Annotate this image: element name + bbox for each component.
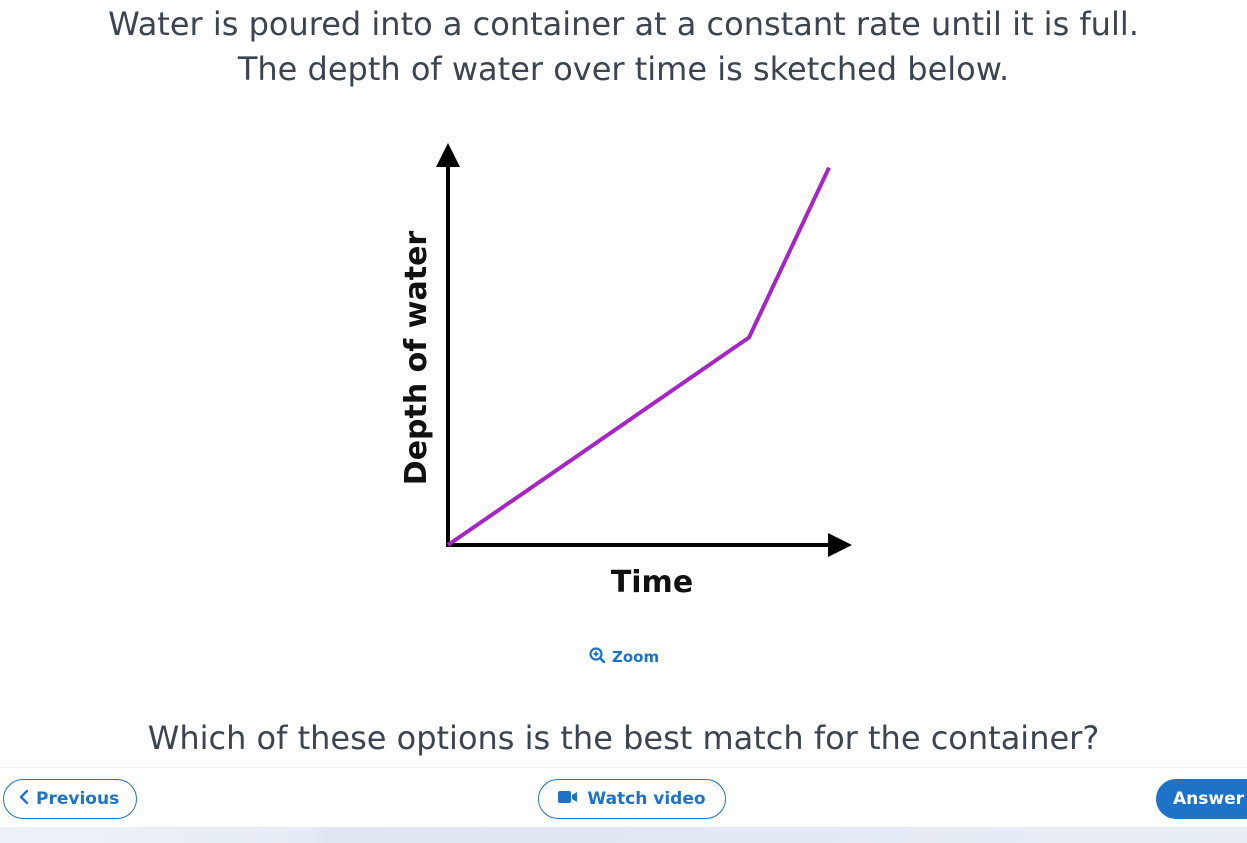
x-axis-label: Time bbox=[611, 565, 693, 600]
previous-label: Previous bbox=[36, 789, 120, 809]
watch-video-label: Watch video bbox=[587, 789, 706, 809]
footer-strip bbox=[0, 827, 1247, 843]
y-axis-label: Depth of water bbox=[399, 231, 434, 486]
chevron-left-icon bbox=[18, 789, 30, 810]
question-line-2: The depth of water over time is sketched… bbox=[237, 50, 1010, 88]
question-text: Water is poured into a container at a co… bbox=[0, 2, 1247, 92]
depth-time-graph: Depth of water Time bbox=[399, 143, 852, 600]
watch-video-button[interactable]: Watch video bbox=[538, 779, 726, 819]
depth-line bbox=[446, 166, 831, 547]
zoom-button[interactable]: Zoom bbox=[589, 647, 659, 667]
question-line-1: Water is poured into a container at a co… bbox=[108, 5, 1139, 43]
video-camera-icon bbox=[558, 789, 578, 809]
previous-button[interactable]: Previous bbox=[3, 779, 137, 819]
zoom-in-icon bbox=[589, 647, 606, 667]
zoom-label: Zoom bbox=[612, 648, 660, 666]
bottom-toolbar: Previous Watch video Answer bbox=[0, 767, 1247, 828]
answer-label: Answer bbox=[1173, 789, 1244, 809]
answer-button[interactable]: Answer bbox=[1156, 779, 1247, 819]
prompt-text: Which of these options is the best match… bbox=[147, 719, 1100, 757]
